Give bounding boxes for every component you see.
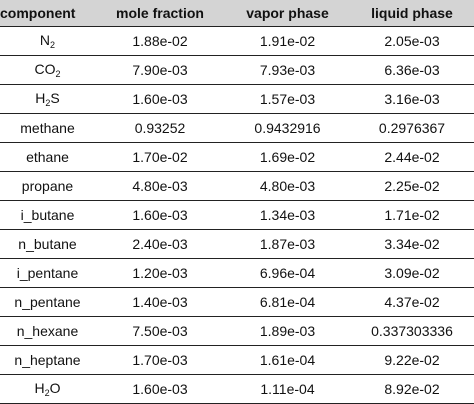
table-row: N2 1.88e-02 1.91e-02 2.05e-03 xyxy=(0,26,474,56)
value-cell: 2.44e-02 xyxy=(350,142,474,172)
value-cell: 4.80e-03 xyxy=(225,171,350,201)
value-cell: 1.34e-03 xyxy=(225,200,350,230)
component-text: CO xyxy=(34,61,56,77)
value-cell: 1.71e-02 xyxy=(350,200,474,230)
component-cell: H2O xyxy=(0,374,95,404)
component-text: methane xyxy=(20,120,75,136)
value-cell: 2.05e-03 xyxy=(350,26,474,56)
component-text: ethane xyxy=(26,149,69,165)
value-cell: 1.60e-03 xyxy=(95,374,225,404)
component-text: H xyxy=(35,90,46,106)
value-cell: 7.90e-03 xyxy=(95,55,225,85)
value-cell: 1.60e-03 xyxy=(95,84,225,114)
table-row: n_pentane 1.40e-03 6.81e-04 4.37e-02 xyxy=(0,287,474,317)
table-row: H2S 1.60e-03 1.57e-03 3.16e-03 xyxy=(0,84,474,114)
table-header: component mole fraction vapor phase liquid … xyxy=(0,0,474,27)
component-cell: i_pentane xyxy=(0,258,95,288)
header-cell: component xyxy=(0,0,95,27)
value-cell: 2.40e-03 xyxy=(95,229,225,259)
table-row: n_heptane 1.70e-03 1.61e-04 9.22e-02 xyxy=(0,345,474,375)
table-body: N2 1.88e-02 1.91e-02 2.05e-03 CO2 7.90e-03 7.9… xyxy=(0,26,474,404)
component-text: S xyxy=(50,90,60,106)
value-cell: 1.61e-04 xyxy=(225,345,350,375)
value-cell: 1.57e-03 xyxy=(225,84,350,114)
value-cell: 1.87e-03 xyxy=(225,229,350,259)
value-cell: 0.9432916 xyxy=(225,113,350,143)
component-text: O xyxy=(49,380,61,396)
value-cell: 1.91e-02 xyxy=(225,26,350,56)
header-cell: vapor phase xyxy=(225,0,350,27)
value-cell: 0.93252 xyxy=(95,113,225,143)
value-cell: 2.25e-02 xyxy=(350,171,474,201)
value-cell: 3.16e-03 xyxy=(350,84,474,114)
value-cell: 1.60e-03 xyxy=(95,200,225,230)
table-row: i_pentane 1.20e-03 6.96e-04 3.09e-02 xyxy=(0,258,474,288)
header-cell: liquid phase xyxy=(350,0,474,27)
component-text: n_hexane xyxy=(16,323,79,339)
value-cell: 9.22e-02 xyxy=(350,345,474,375)
value-cell: 6.96e-04 xyxy=(225,258,350,288)
subscript: 2 xyxy=(55,69,61,79)
value-cell: 0.2976367 xyxy=(350,113,474,143)
value-cell: 4.80e-03 xyxy=(95,171,225,201)
value-cell: 6.81e-04 xyxy=(225,287,350,317)
value-cell: 4.37e-02 xyxy=(350,287,474,317)
component-text: propane xyxy=(21,178,74,194)
subscript: 2 xyxy=(44,388,50,398)
component-text: n_butane xyxy=(18,236,77,252)
value-cell: 7.93e-03 xyxy=(225,55,350,85)
component-cell: i_butane xyxy=(0,200,95,230)
subscript: 2 xyxy=(45,98,51,108)
subscript: 2 xyxy=(50,40,56,50)
component-cell: n_butane xyxy=(0,229,95,259)
component-cell: methane xyxy=(0,113,95,143)
value-cell: 1.89e-03 xyxy=(225,316,350,346)
value-cell: 1.70e-02 xyxy=(95,142,225,172)
value-cell: 1.70e-03 xyxy=(95,345,225,375)
table-row: i_butane 1.60e-03 1.34e-03 1.71e-02 xyxy=(0,200,474,230)
component-cell: CO2 xyxy=(0,55,95,85)
table-row: n_butane 2.40e-03 1.87e-03 3.34e-02 xyxy=(0,229,474,259)
component-cell: propane xyxy=(0,171,95,201)
table-row: H2O 1.60e-03 1.11e-04 8.92e-02 xyxy=(0,374,474,404)
table-row: methane 0.93252 0.9432916 0.2976367 xyxy=(0,113,474,143)
component-text: H xyxy=(34,380,45,396)
value-cell: 8.92e-02 xyxy=(350,374,474,404)
value-cell: 1.40e-03 xyxy=(95,287,225,317)
value-cell: 1.11e-04 xyxy=(225,374,350,404)
table-row: CO2 7.90e-03 7.93e-03 6.36e-03 xyxy=(0,55,474,85)
value-cell: 0.337303336 xyxy=(350,316,474,346)
table-row: propane 4.80e-03 4.80e-03 2.25e-02 xyxy=(0,171,474,201)
component-cell: n_pentane xyxy=(0,287,95,317)
value-cell: 1.69e-02 xyxy=(225,142,350,172)
component-cell: H2S xyxy=(0,84,95,114)
component-text: n_pentane xyxy=(14,294,81,310)
component-cell: n_hexane xyxy=(0,316,95,346)
value-cell: 7.50e-03 xyxy=(95,316,225,346)
header-row: component mole fraction vapor phase liquid … xyxy=(0,0,474,27)
table-row: n_hexane 7.50e-03 1.89e-03 0.337303336 xyxy=(0,316,474,346)
component-cell: N2 xyxy=(0,26,95,56)
component-text: i_pentane xyxy=(16,265,79,281)
value-cell: 1.88e-02 xyxy=(95,26,225,56)
value-cell: 3.34e-02 xyxy=(350,229,474,259)
value-cell: 1.20e-03 xyxy=(95,258,225,288)
header-cell: mole fraction xyxy=(95,0,225,27)
component-text: n_heptane xyxy=(14,352,81,368)
table-row: ethane 1.70e-02 1.69e-02 2.44e-02 xyxy=(0,142,474,172)
value-cell: 3.09e-02 xyxy=(350,258,474,288)
value-cell: 6.36e-03 xyxy=(350,55,474,85)
component-text: i_butane xyxy=(20,207,75,223)
component-cell: ethane xyxy=(0,142,95,172)
component-text: N xyxy=(39,32,51,48)
component-cell: n_heptane xyxy=(0,345,95,375)
